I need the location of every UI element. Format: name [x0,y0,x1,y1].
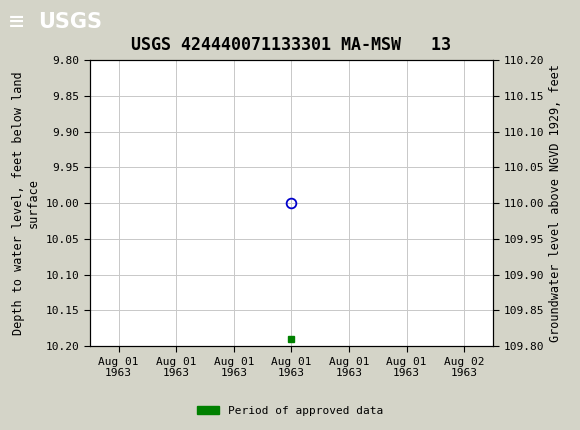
Title: USGS 424440071133301 MA-MSW   13: USGS 424440071133301 MA-MSW 13 [132,37,451,55]
Text: ≡: ≡ [9,9,24,34]
Legend: Period of approved data: Period of approved data [193,401,387,420]
Y-axis label: Groundwater level above NGVD 1929, feet: Groundwater level above NGVD 1929, feet [549,64,563,342]
Text: USGS: USGS [38,12,102,32]
Y-axis label: Depth to water level, feet below land
surface: Depth to water level, feet below land su… [12,71,40,335]
